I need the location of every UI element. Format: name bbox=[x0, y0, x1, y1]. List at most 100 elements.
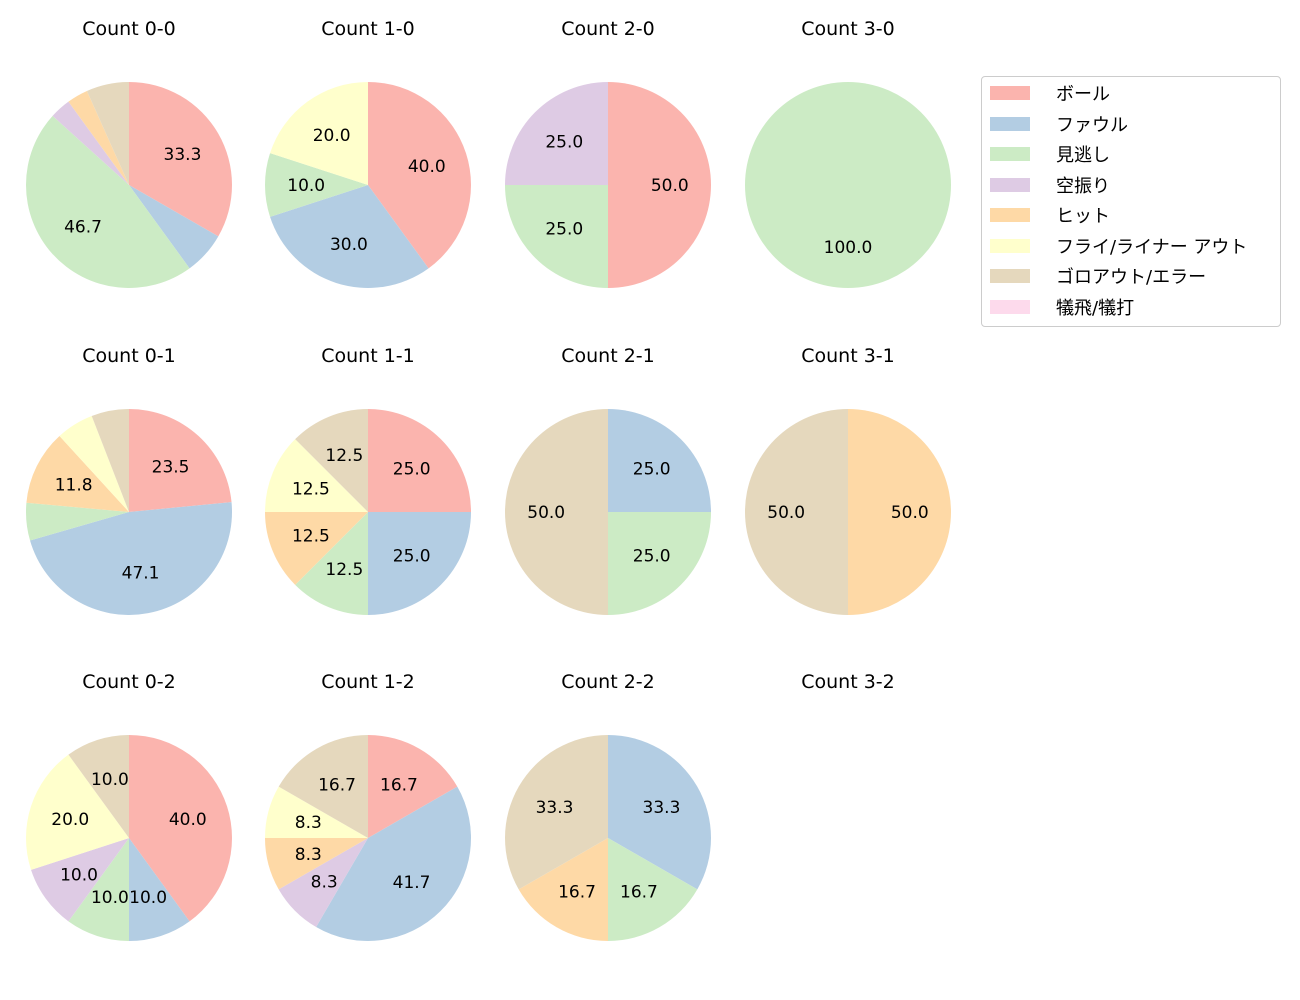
slice-label: 40.0 bbox=[169, 810, 207, 830]
pie-slice bbox=[368, 735, 458, 838]
pie-title: Count 3-1 bbox=[801, 345, 895, 367]
pie-slice bbox=[129, 409, 232, 512]
pie-slice bbox=[26, 435, 129, 512]
legend-item: ゴロアウト/エラー bbox=[990, 266, 1206, 288]
pie-slice bbox=[129, 185, 219, 269]
pie-title: Count 0-2 bbox=[82, 671, 176, 693]
slice-label: 25.0 bbox=[633, 459, 671, 479]
pie-slice bbox=[295, 409, 368, 512]
legend-label: 見逃し bbox=[1056, 145, 1110, 166]
slice-label: 16.7 bbox=[380, 776, 418, 796]
legend-label: ヒット bbox=[1056, 206, 1110, 227]
slice-label: 10.0 bbox=[91, 888, 129, 908]
pie-title: Count 0-1 bbox=[82, 345, 176, 367]
pie-slice bbox=[129, 838, 190, 941]
slice-label: 25.0 bbox=[545, 220, 583, 240]
legend-item: ヒット bbox=[990, 205, 1110, 227]
slice-label: 12.5 bbox=[325, 560, 363, 580]
pie-slice bbox=[91, 409, 129, 512]
pie-slice bbox=[745, 82, 951, 288]
pie-slice bbox=[31, 838, 129, 922]
pie-title: Count 1-0 bbox=[321, 18, 415, 40]
pie-slice bbox=[505, 185, 608, 288]
pie-slice bbox=[265, 439, 368, 512]
pie-slice bbox=[518, 838, 608, 941]
legend-item: ファウル bbox=[990, 114, 1128, 136]
pie-slice bbox=[368, 82, 471, 269]
slice-label: 10.0 bbox=[129, 888, 167, 908]
slice-label: 33.3 bbox=[536, 798, 574, 818]
pie-title: Count 2-0 bbox=[561, 18, 655, 40]
slice-label: 30.0 bbox=[330, 235, 368, 255]
pie-slice bbox=[26, 115, 190, 288]
pie-slice bbox=[270, 82, 368, 185]
slice-label: 25.0 bbox=[545, 132, 583, 152]
slice-label: 10.0 bbox=[91, 770, 129, 790]
slice-label: 33.3 bbox=[643, 798, 681, 818]
pie-slice bbox=[608, 82, 711, 288]
pie-slice bbox=[68, 838, 129, 941]
slice-label: 40.0 bbox=[408, 157, 446, 177]
slice-label: 100.0 bbox=[824, 238, 873, 258]
pie-slice bbox=[608, 735, 711, 890]
slice-label: 25.0 bbox=[633, 547, 671, 567]
slice-label: 33.3 bbox=[164, 145, 202, 165]
slice-label: 50.0 bbox=[527, 503, 565, 523]
legend-swatch bbox=[990, 116, 1030, 131]
pie-slice bbox=[505, 735, 608, 890]
slice-label: 8.3 bbox=[295, 813, 322, 833]
legend-swatch bbox=[990, 238, 1030, 253]
legend-swatch bbox=[990, 299, 1030, 314]
slice-label: 16.7 bbox=[318, 776, 356, 796]
slice-label: 50.0 bbox=[767, 503, 805, 523]
pie-slice bbox=[30, 502, 232, 615]
slice-label: 25.0 bbox=[393, 547, 431, 567]
legend-item: 空振り bbox=[990, 175, 1110, 197]
legend-item: 犠飛/犠打 bbox=[990, 297, 1135, 319]
pie-slice bbox=[608, 409, 711, 512]
slice-label: 11.8 bbox=[55, 476, 93, 496]
legend-swatch bbox=[990, 86, 1030, 100]
pie-slice bbox=[129, 735, 233, 922]
pie-title: Count 2-1 bbox=[561, 345, 655, 367]
slice-label: 50.0 bbox=[891, 503, 929, 523]
pie-slice bbox=[316, 786, 472, 942]
pie-slice bbox=[59, 415, 129, 512]
pie-slice bbox=[129, 82, 233, 237]
slice-label: 8.3 bbox=[295, 845, 322, 865]
pie-title: Count 1-2 bbox=[321, 671, 415, 693]
slice-label: 20.0 bbox=[51, 810, 89, 830]
legend-item: ボール bbox=[990, 83, 1110, 105]
legend-label: 空振り bbox=[1056, 175, 1110, 197]
slice-label: 20.0 bbox=[313, 126, 351, 146]
pie-slice bbox=[68, 90, 129, 185]
pie-slice bbox=[745, 409, 848, 615]
pie-slice bbox=[86, 82, 129, 185]
pie-slice bbox=[265, 512, 368, 585]
slice-label: 50.0 bbox=[651, 176, 689, 196]
pie-slice bbox=[368, 409, 471, 512]
slice-label: 12.5 bbox=[292, 479, 330, 499]
pie-slice bbox=[278, 838, 368, 927]
slice-label: 10.0 bbox=[287, 176, 325, 196]
legend-swatch bbox=[990, 269, 1030, 283]
legend-label: ボール bbox=[1056, 84, 1110, 105]
pie-title: Count 1-1 bbox=[321, 345, 415, 367]
pie-slice bbox=[265, 786, 368, 838]
pie-title: Count 3-2 bbox=[801, 671, 895, 693]
legend-label: 犠飛/犠打 bbox=[1056, 297, 1135, 319]
slice-label: 12.5 bbox=[292, 527, 330, 547]
slice-label: 12.5 bbox=[325, 446, 363, 466]
pie-slice bbox=[608, 512, 711, 615]
pie-slice bbox=[505, 409, 608, 615]
slice-label: 16.7 bbox=[620, 882, 658, 902]
legend-swatch bbox=[990, 177, 1030, 192]
pie-slice bbox=[278, 735, 368, 838]
pie-title: Count 3-0 bbox=[801, 18, 895, 40]
pie-slice bbox=[270, 185, 429, 288]
slice-label: 23.5 bbox=[152, 457, 190, 477]
slice-label: 10.0 bbox=[60, 865, 98, 885]
legend: ボール ファウル 見逃し 空振り ヒット フライ/ライナー アウト ゴロアウト/エラー 犠飛/… bbox=[981, 76, 1281, 327]
